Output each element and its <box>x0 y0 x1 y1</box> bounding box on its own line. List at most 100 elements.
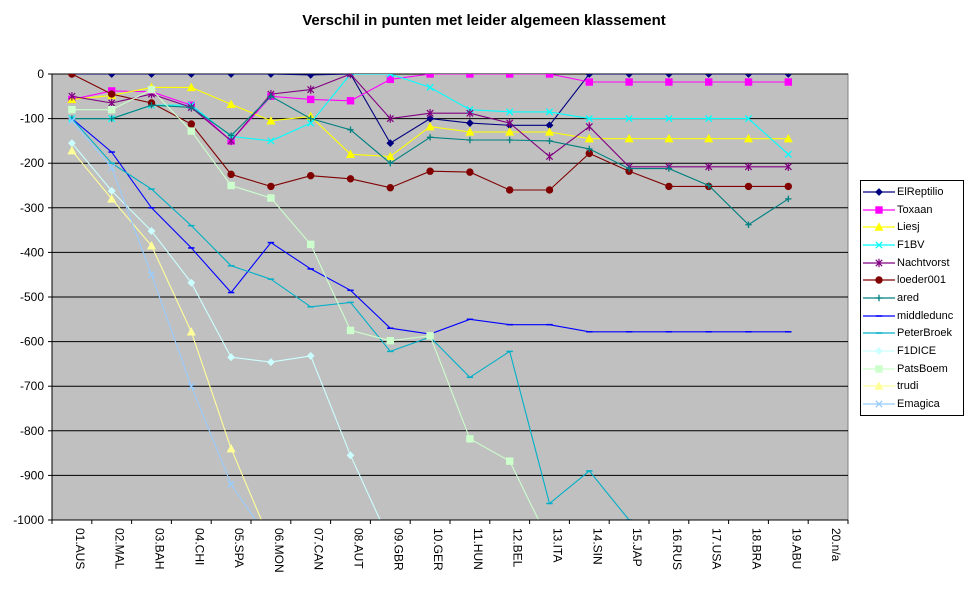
data-point <box>347 126 354 133</box>
legend-label: Emagica <box>897 398 940 411</box>
data-point <box>705 182 712 189</box>
legend-label: middledunc <box>897 309 954 322</box>
y-tick-label: -800 <box>20 424 44 438</box>
data-point <box>266 116 276 125</box>
x-tick-label: 13.ITA <box>551 528 565 562</box>
data-point <box>546 137 553 145</box>
data-point <box>226 443 236 453</box>
data-point <box>386 337 395 345</box>
data-point <box>664 133 674 143</box>
data-point <box>624 133 634 143</box>
series-line <box>71 120 257 520</box>
data-point <box>785 195 792 203</box>
y-tick-label: -900 <box>20 468 44 482</box>
legend-label: ElReptilio <box>897 185 944 198</box>
data-point <box>307 85 315 94</box>
x-tick-label: 06.MON <box>272 528 286 573</box>
legend-marker <box>875 294 883 302</box>
data-point <box>466 435 474 443</box>
data-point <box>187 278 196 287</box>
series-line <box>71 150 263 520</box>
data-point <box>386 184 394 192</box>
x-tick-label: 15.JAP <box>630 528 644 567</box>
data-point <box>307 95 315 104</box>
series-elreptilio <box>67 74 793 148</box>
data-point <box>108 115 115 122</box>
legend-marker <box>875 205 883 214</box>
data-point <box>227 480 235 488</box>
series-emagica <box>68 117 257 520</box>
legend-marker <box>874 381 884 391</box>
data-point <box>586 145 593 153</box>
data-point <box>705 114 713 123</box>
legend-swatch <box>863 241 895 249</box>
data-point <box>306 74 315 79</box>
data-point <box>146 240 157 250</box>
legend-item: Nachtvorst <box>861 254 963 272</box>
data-point <box>267 182 275 191</box>
data-point <box>744 162 753 171</box>
data-point <box>465 119 474 127</box>
x-tick-label: 14.SIN <box>590 528 604 565</box>
legend-label: F1BV <box>897 238 925 251</box>
data-point <box>107 74 116 78</box>
data-point <box>743 133 754 143</box>
data-point <box>147 227 156 235</box>
data-point <box>346 175 355 183</box>
x-tick-label: 09.GBR <box>391 528 405 571</box>
series-ared <box>68 93 792 228</box>
data-point <box>545 74 554 78</box>
data-point <box>625 165 633 172</box>
legend-swatch <box>863 314 895 317</box>
legend-item: F1BV <box>861 236 963 254</box>
data-point <box>307 115 314 122</box>
data-point <box>704 133 714 143</box>
data-point <box>506 136 513 144</box>
data-point <box>147 85 156 94</box>
y-tick-label: -700 <box>20 379 44 393</box>
legend-marker <box>875 258 883 267</box>
data-point <box>744 182 753 191</box>
data-point <box>506 118 514 128</box>
data-point <box>744 78 753 86</box>
data-point <box>426 134 434 141</box>
x-tick-label: 07.CAN <box>312 528 326 570</box>
data-point <box>187 127 196 135</box>
x-axis: 01.AUS 02.MAL 03.BAH 04.CHI 05.SPA 06.MON 07.C… <box>51 519 849 573</box>
legend-swatch <box>863 332 895 335</box>
x-tick-label: 03.BAH <box>153 528 167 569</box>
legend-label: Liesj <box>897 221 920 234</box>
y-tick-label: 0 <box>37 67 44 81</box>
data-point <box>187 382 195 390</box>
data-point <box>784 182 792 191</box>
data-point <box>307 119 315 127</box>
legend-marker <box>875 365 883 373</box>
data-point <box>267 137 275 145</box>
chart-title: Verschil in punten met leider algemeen k… <box>302 12 666 29</box>
data-point <box>665 182 673 191</box>
data-point <box>267 93 275 100</box>
data-point <box>625 114 633 123</box>
y-tick-label: -100 <box>20 112 44 126</box>
data-point <box>227 74 236 78</box>
data-point <box>585 74 594 78</box>
data-point <box>466 109 474 118</box>
data-point <box>625 74 634 78</box>
data-point <box>426 167 434 175</box>
y-tick-label: -500 <box>20 290 44 304</box>
data-point <box>426 74 434 78</box>
legend-swatch <box>863 365 895 373</box>
x-tick-label: 05.SPA <box>232 528 246 568</box>
data-point <box>705 78 713 86</box>
data-point <box>745 221 752 228</box>
legend-item: loeder001 <box>861 271 963 289</box>
data-point <box>665 78 673 86</box>
data-point <box>226 99 236 109</box>
data-point <box>784 162 792 171</box>
x-tick-label: 16.RUS <box>670 528 684 570</box>
data-point <box>506 74 514 78</box>
data-point <box>466 136 474 144</box>
legend-item: F1DICE <box>861 342 963 360</box>
data-point <box>68 105 76 114</box>
